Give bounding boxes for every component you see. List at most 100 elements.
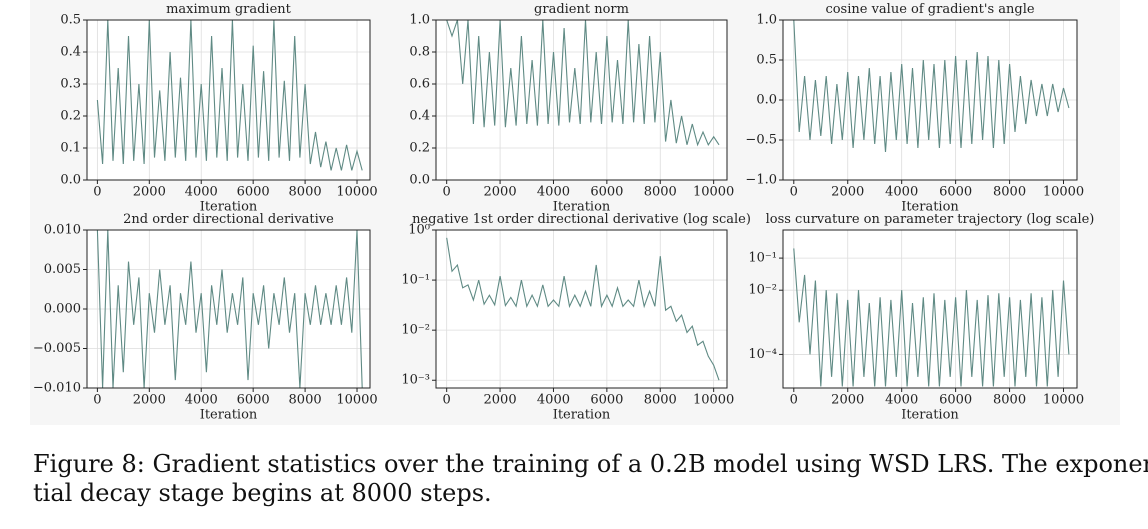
y-tick-label: 0.1 <box>60 141 81 156</box>
x-tick-label: 10000 <box>693 393 734 408</box>
x-tick-label: 4000 <box>885 185 918 200</box>
x-tick-label: 0 <box>93 185 101 200</box>
x-tick-label: 6000 <box>590 393 623 408</box>
y-tick-label: 1.0 <box>756 13 777 28</box>
x-tick-label: 2000 <box>831 393 864 408</box>
subplot: 0 2000 4000 6000 8000 10000 0.0 0.2 0.4 0.6 0.8 1.0… <box>409 2 734 215</box>
y-tick-label: 10⁻² <box>401 323 430 338</box>
x-axis-label: Iteration <box>901 200 959 215</box>
y-tick-label: 0.0 <box>756 93 777 108</box>
axes-frame <box>86 19 371 181</box>
x-tick-label: 6000 <box>237 185 270 200</box>
x-tick-label: 4000 <box>185 393 218 408</box>
x-tick-label: 0 <box>443 185 451 200</box>
caption-line: tial decay stage begins at 8000 steps. <box>33 479 492 507</box>
y-tick-label: 0.2 <box>409 141 430 156</box>
x-tick-label: 8000 <box>644 393 677 408</box>
subplot: 0 2000 4000 6000 8000 10000 −1.0 −0.5 0.0 0.5 1.0 c… <box>745 2 1084 215</box>
x-tick-label: 10000 <box>693 185 734 200</box>
subplot-title: maximum gradient <box>166 2 292 17</box>
x-axis-label: Iteration <box>901 408 959 423</box>
y-tick-label: 0.2 <box>60 109 81 124</box>
data-line <box>793 248 1070 387</box>
x-tick-label: 8000 <box>289 393 322 408</box>
data-line <box>96 20 363 171</box>
subplot-title: gradient norm <box>534 2 629 17</box>
subplot: 0 2000 4000 6000 8000 10000 0.0 0.1 0.2 0.3 0.4 0.5… <box>60 2 377 215</box>
y-tick-label: 10⁰ <box>408 223 430 238</box>
y-tick-label: 0.6 <box>409 77 430 92</box>
x-tick-label: 8000 <box>993 393 1026 408</box>
x-tick-label: 6000 <box>939 393 972 408</box>
y-tick-label: 10⁻³ <box>401 373 430 388</box>
axes-frame <box>782 229 1078 389</box>
y-tick-label: 0.3 <box>60 77 81 92</box>
y-tick-label: −0.005 <box>33 341 81 356</box>
x-tick-label: 2000 <box>133 393 166 408</box>
x-tick-label: 8000 <box>289 185 322 200</box>
y-tick-label: 0.5 <box>756 53 777 68</box>
subplot-title: negative 1st order directional derivativ… <box>412 212 751 227</box>
x-tick-label: 10000 <box>336 185 377 200</box>
y-tick-label: 10⁻¹ <box>401 273 430 288</box>
y-tick-label: 0.0 <box>60 173 81 188</box>
subplot: 0 2000 4000 6000 8000 10000 10⁻³ 10⁻² 10⁻¹ 10⁰neg… <box>401 212 751 423</box>
y-tick-label: 0.4 <box>60 45 81 60</box>
x-axis-label: Iteration <box>200 200 258 215</box>
x-tick-label: 6000 <box>590 185 623 200</box>
y-tick-label: −1.0 <box>745 173 777 188</box>
y-tick-label: 0.010 <box>44 223 81 238</box>
y-tick-label: −0.5 <box>745 133 777 148</box>
y-tick-label: 0.000 <box>44 302 81 317</box>
x-tick-label: 2000 <box>831 185 864 200</box>
x-tick-label: 2000 <box>484 393 517 408</box>
y-tick-label: 0.4 <box>409 109 430 124</box>
y-tick-label: 1.0 <box>409 13 430 28</box>
data-line <box>793 20 1070 153</box>
x-axis-label: Iteration <box>553 408 611 423</box>
y-tick-label: 0.5 <box>60 13 81 28</box>
axes-frame <box>782 19 1078 181</box>
x-tick-label: 2000 <box>133 185 166 200</box>
y-tick-label: 10⁻² <box>748 283 777 298</box>
subplot: 0 2000 4000 6000 8000 10000 −0.010 −0.005 0.000 0… <box>33 212 378 423</box>
subplot-title: 2nd order directional derivative <box>123 212 334 227</box>
subplot-title: cosine value of gradient's angle <box>825 2 1034 17</box>
x-tick-label: 6000 <box>939 185 972 200</box>
axes-frame <box>435 19 728 181</box>
x-tick-label: 6000 <box>237 393 270 408</box>
data-line <box>96 230 363 388</box>
x-axis-label: Iteration <box>553 200 611 215</box>
x-tick-label: 8000 <box>644 185 677 200</box>
data-line <box>446 237 720 381</box>
x-tick-label: 4000 <box>537 393 570 408</box>
y-tick-label: 10⁻¹ <box>748 251 777 266</box>
subplot: 0 2000 4000 6000 8000 10000 10⁻⁴ 10⁻² 10⁻¹ loss c… <box>748 212 1094 423</box>
plot-area <box>87 20 370 180</box>
y-tick-label: 0.8 <box>409 45 430 60</box>
x-tick-label: 4000 <box>885 393 918 408</box>
axes-frame <box>435 229 728 389</box>
x-tick-label: 10000 <box>336 393 377 408</box>
data-line <box>446 20 720 147</box>
x-tick-label: 10000 <box>1043 393 1084 408</box>
plot-area <box>436 230 727 388</box>
x-tick-label: 4000 <box>537 185 570 200</box>
y-tick-label: 0.0 <box>409 173 430 188</box>
subplot-title: loss curvature on parameter trajectory (… <box>766 212 1095 227</box>
x-tick-label: 10000 <box>1043 185 1084 200</box>
axes-frame <box>86 229 371 389</box>
x-tick-label: 0 <box>93 393 101 408</box>
x-tick-label: 0 <box>790 185 798 200</box>
y-tick-label: 0.005 <box>44 262 81 277</box>
y-tick-label: −0.010 <box>33 381 81 396</box>
x-tick-label: 4000 <box>185 185 218 200</box>
y-tick-label: 10⁻⁴ <box>748 347 777 362</box>
x-tick-label: 0 <box>790 393 798 408</box>
x-tick-label: 8000 <box>993 185 1026 200</box>
x-tick-label: 0 <box>443 393 451 408</box>
x-axis-label: Iteration <box>200 408 258 423</box>
x-tick-label: 2000 <box>484 185 517 200</box>
caption-line: Figure 8: Gradient statistics over the t… <box>33 450 1148 478</box>
